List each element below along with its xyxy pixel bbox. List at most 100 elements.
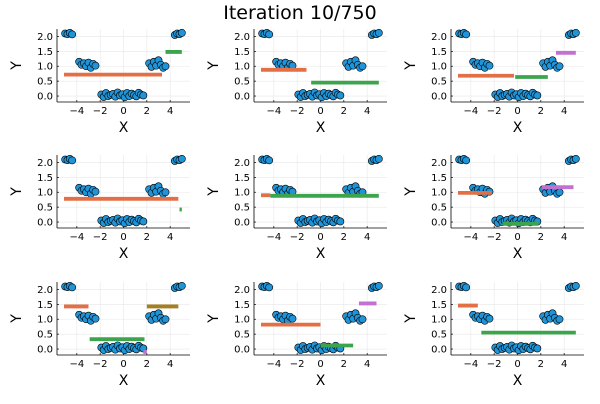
y-tick-label: 2.0 bbox=[234, 32, 250, 43]
data-point bbox=[177, 281, 186, 290]
data-point bbox=[68, 283, 77, 292]
y-tick-label: 1.0 bbox=[431, 188, 447, 199]
subplot-6: −4 −2 0 2 4 0.0 0.5 1.0 1.5 2.0 X Y bbox=[403, 154, 584, 262]
data-point bbox=[139, 91, 148, 100]
x-tick-label: −4 bbox=[463, 232, 478, 243]
x-tick-label: 4 bbox=[364, 106, 370, 117]
x-tick-label: 4 bbox=[364, 359, 370, 370]
data-point bbox=[374, 28, 383, 37]
x-tick-label: −2 bbox=[290, 106, 305, 117]
x-tick-label: 0 bbox=[120, 359, 126, 370]
y-axis-label: Y bbox=[403, 187, 419, 197]
y-tick-label: 1.0 bbox=[431, 315, 447, 326]
y-tick-label: 1.0 bbox=[234, 62, 250, 73]
y-tick-label: 1.0 bbox=[234, 315, 250, 326]
data-point bbox=[555, 62, 564, 71]
x-tick-label: −4 bbox=[69, 359, 84, 370]
y-tick-label: 0.0 bbox=[431, 345, 447, 356]
x-tick-label: 4 bbox=[561, 106, 567, 117]
data-point bbox=[485, 61, 494, 70]
data-point bbox=[177, 28, 186, 37]
y-tick-label: 1.5 bbox=[234, 47, 250, 58]
y-tick-label: 0.5 bbox=[234, 77, 250, 88]
y-axis-label: Y bbox=[206, 61, 222, 71]
x-tick-label: −4 bbox=[69, 232, 84, 243]
y-axis-label: Y bbox=[9, 61, 25, 71]
y-tick-label: 1.5 bbox=[431, 47, 447, 58]
data-point bbox=[139, 217, 148, 226]
y-tick-label: 0.0 bbox=[234, 218, 250, 229]
x-tick-label: −2 bbox=[93, 359, 108, 370]
y-tick-label: 0.0 bbox=[431, 218, 447, 229]
figure-title: Iteration 10/750 bbox=[223, 2, 376, 24]
x-axis-label: X bbox=[119, 120, 129, 136]
data-point bbox=[288, 314, 297, 323]
y-tick-label: 0.5 bbox=[37, 203, 53, 214]
x-tick-label: −2 bbox=[487, 232, 502, 243]
data-point bbox=[571, 28, 580, 37]
x-tick-label: −4 bbox=[463, 359, 478, 370]
y-tick-label: 1.5 bbox=[234, 300, 250, 311]
y-tick-label: 2.0 bbox=[37, 285, 53, 296]
data-point bbox=[265, 30, 274, 39]
y-tick-label: 2.0 bbox=[431, 285, 447, 296]
x-tick-label: 2 bbox=[341, 359, 347, 370]
y-tick-label: 2.0 bbox=[234, 285, 250, 296]
y-tick-label: 0.5 bbox=[431, 330, 447, 341]
y-tick-label: 0.5 bbox=[431, 203, 447, 214]
subplot-9: −4 −2 0 2 4 0.0 0.5 1.0 1.5 2.0 X Y bbox=[403, 281, 584, 389]
data-point bbox=[571, 281, 580, 290]
x-axis-label: X bbox=[513, 120, 523, 136]
x-tick-label: 4 bbox=[561, 232, 567, 243]
y-axis-label: Y bbox=[206, 314, 222, 324]
y-tick-label: 2.0 bbox=[431, 32, 447, 43]
y-tick-label: 2.0 bbox=[37, 158, 53, 169]
subplot-5: −4 −2 0 2 4 0.0 0.5 1.0 1.5 2.0 X Y bbox=[206, 154, 387, 262]
x-tick-label: −2 bbox=[290, 232, 305, 243]
y-axis-label: Y bbox=[9, 187, 25, 197]
y-axis-label: Y bbox=[403, 314, 419, 324]
data-point bbox=[177, 154, 186, 163]
x-tick-label: −2 bbox=[487, 106, 502, 117]
y-tick-label: 1.0 bbox=[37, 62, 53, 73]
x-tick-label: 0 bbox=[317, 359, 323, 370]
x-tick-label: −4 bbox=[463, 106, 478, 117]
y-tick-label: 0.5 bbox=[37, 330, 53, 341]
x-tick-label: −4 bbox=[266, 106, 281, 117]
x-tick-label: −2 bbox=[93, 106, 108, 117]
x-tick-label: 0 bbox=[514, 359, 520, 370]
y-tick-label: 0.5 bbox=[37, 77, 53, 88]
y-axis-label: Y bbox=[206, 187, 222, 197]
data-point bbox=[533, 91, 542, 100]
data-point bbox=[358, 62, 367, 71]
x-axis-label: X bbox=[119, 373, 129, 389]
data-point bbox=[68, 156, 77, 165]
data-point bbox=[265, 283, 274, 292]
data-point bbox=[555, 188, 564, 197]
data-point bbox=[68, 30, 77, 39]
y-tick-label: 0.0 bbox=[234, 345, 250, 356]
y-tick-label: 0.0 bbox=[234, 92, 250, 103]
data-point bbox=[571, 154, 580, 163]
data-point bbox=[265, 156, 274, 165]
subplot-7: −4 −2 0 2 4 0.0 0.5 1.0 1.5 2.0 X Y bbox=[9, 281, 190, 389]
y-tick-label: 1.5 bbox=[37, 173, 53, 184]
data-point bbox=[462, 156, 471, 165]
data-point bbox=[336, 217, 345, 226]
subplot-1: −4 −2 0 2 4 0.0 0.5 1.0 1.5 2.0 X Y bbox=[9, 28, 190, 136]
data-point bbox=[336, 91, 345, 100]
x-tick-label: 2 bbox=[538, 232, 544, 243]
y-tick-label: 0.5 bbox=[431, 77, 447, 88]
x-axis-label: X bbox=[316, 373, 326, 389]
data-point bbox=[374, 154, 383, 163]
y-tick-label: 1.5 bbox=[234, 173, 250, 184]
x-axis-label: X bbox=[316, 246, 326, 262]
data-point bbox=[533, 344, 542, 353]
data-point bbox=[462, 30, 471, 39]
data-point bbox=[91, 61, 100, 70]
y-tick-label: 1.5 bbox=[37, 300, 53, 311]
x-tick-label: 0 bbox=[514, 106, 520, 117]
x-tick-label: 0 bbox=[120, 232, 126, 243]
x-tick-label: 4 bbox=[167, 106, 173, 117]
